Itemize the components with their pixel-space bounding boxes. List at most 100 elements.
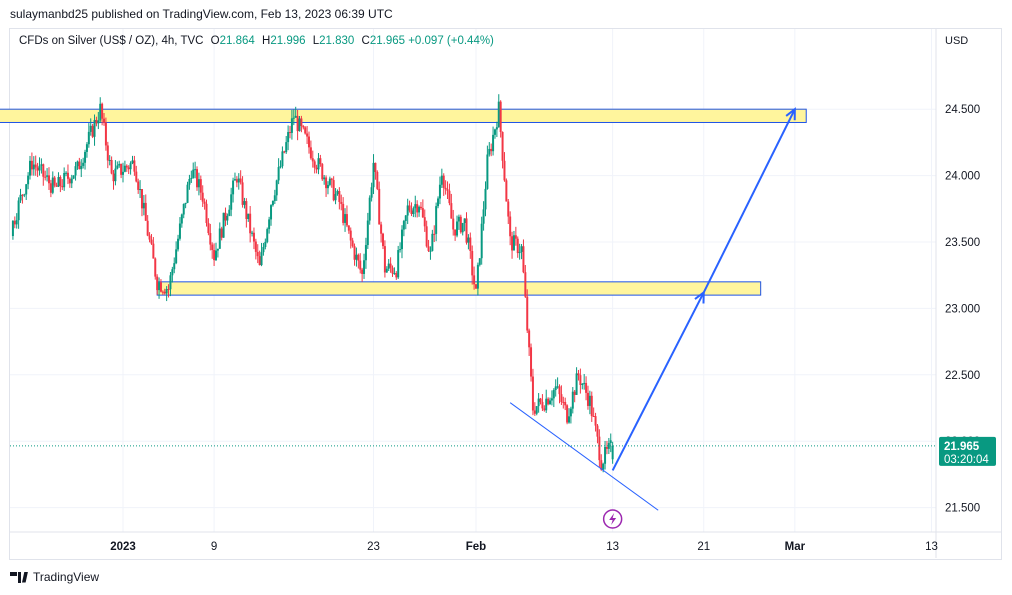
candle-body: [444, 187, 447, 190]
candle-body: [493, 129, 496, 135]
candle-body: [351, 240, 354, 247]
candle: [558, 384, 561, 404]
candle-body: [366, 220, 369, 246]
candle-body: [203, 201, 206, 204]
candle: [133, 155, 136, 176]
candle-body: [17, 200, 20, 221]
candle-body: [116, 165, 119, 169]
candle: [118, 160, 121, 168]
candle-body: [579, 375, 582, 385]
candle: [292, 109, 295, 126]
candle-body: [127, 167, 130, 170]
candle-body: [23, 194, 26, 196]
candle-body: [397, 250, 400, 278]
candle: [32, 156, 35, 176]
candle: [355, 247, 358, 267]
candle: [68, 177, 71, 188]
candle-body: [283, 151, 286, 153]
candle-body: [583, 382, 586, 384]
candle: [418, 205, 421, 217]
candle: [167, 284, 170, 298]
candle: [59, 175, 62, 193]
candle-body: [537, 398, 540, 407]
candle: [512, 230, 515, 251]
candle-body: [173, 263, 176, 270]
candle-body: [435, 206, 438, 234]
candle-body: [585, 382, 588, 393]
candle: [459, 214, 462, 234]
candle-body: [61, 185, 64, 188]
candle-body: [53, 177, 56, 186]
candle-body: [260, 252, 263, 266]
candle: [469, 232, 472, 259]
candle: [298, 116, 301, 132]
candle: [421, 199, 424, 219]
candle: [547, 397, 550, 406]
candle: [410, 202, 413, 217]
candle: [207, 218, 210, 236]
candle: [353, 243, 356, 266]
resistance-zone[interactable]: [156, 281, 762, 296]
x-tick-label: Mar: [785, 541, 806, 553]
candle-body: [72, 175, 75, 179]
candle-body: [137, 181, 140, 190]
candle-body: [334, 194, 337, 201]
candle: [389, 257, 392, 273]
candle: [197, 172, 200, 196]
candle-body: [380, 224, 383, 234]
candle: [285, 135, 288, 154]
candle-body: [290, 118, 293, 133]
candle: [448, 183, 451, 206]
candle-body: [512, 235, 515, 251]
candle-body: [361, 269, 364, 274]
candle: [224, 207, 227, 227]
candle: [492, 126, 495, 156]
candle-body: [317, 158, 320, 170]
candle: [393, 267, 396, 275]
candle: [566, 404, 569, 425]
candle: [465, 212, 468, 245]
candle-body: [516, 238, 519, 254]
candle-body: [277, 167, 280, 181]
support-trendline[interactable]: [509, 402, 659, 511]
candle: [486, 145, 489, 190]
candle-body: [539, 398, 542, 402]
projection-arrow[interactable]: [702, 108, 796, 293]
candle: [454, 229, 457, 241]
candle: [567, 408, 570, 424]
candle-body: [87, 131, 90, 145]
y-tick-label: 23.000: [945, 303, 980, 315]
candle-body: [514, 235, 517, 239]
candle-body: [573, 391, 576, 395]
candle: [425, 220, 428, 248]
candle-body: [418, 206, 421, 213]
candle-body: [273, 195, 276, 201]
candle-body: [461, 223, 464, 233]
candle: [600, 454, 603, 471]
candle: [490, 143, 493, 157]
candle-body: [497, 101, 500, 128]
candle-body: [300, 118, 303, 127]
candle-body: [34, 164, 37, 168]
resistance-zone[interactable]: [0, 108, 807, 123]
candle: [317, 153, 320, 175]
candle: [397, 245, 400, 280]
projection-arrow[interactable]: [611, 292, 705, 471]
candle-body: [232, 180, 235, 195]
countdown-value: 03:20:04: [944, 454, 989, 466]
candle-body: [235, 179, 238, 183]
tradingview-logo[interactable]: TradingView: [10, 570, 99, 584]
candle-body: [243, 201, 246, 205]
candle-body: [80, 165, 83, 170]
candle-body: [148, 235, 151, 240]
candle-body: [178, 223, 181, 239]
candle: [142, 195, 145, 216]
candle-body: [304, 127, 307, 134]
candle-body: [84, 151, 87, 163]
candle-body: [488, 148, 491, 155]
candle: [99, 97, 102, 124]
candle-body: [47, 175, 50, 184]
candle-body: [154, 258, 157, 277]
candle: [290, 109, 293, 140]
